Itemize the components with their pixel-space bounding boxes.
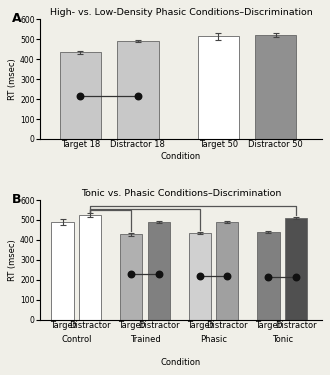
Point [156, 271, 161, 277]
Text: Control: Control [61, 335, 91, 344]
Bar [148, 222, 170, 320]
Text: Phasic: Phasic [200, 335, 227, 344]
Title: High- vs. Low-Density Phasic Conditions–Discrimination: High- vs. Low-Density Phasic Conditions–… [50, 8, 313, 17]
Bar [79, 215, 101, 320]
Point [225, 273, 230, 279]
Point [78, 93, 83, 99]
Bar [51, 222, 74, 320]
Text: Tonic: Tonic [272, 335, 293, 344]
Point [266, 274, 271, 280]
Text: Trained: Trained [130, 335, 160, 344]
Y-axis label: RT (msec): RT (msec) [8, 58, 17, 100]
X-axis label: Condition: Condition [161, 358, 201, 367]
Point [197, 273, 203, 279]
Bar [120, 234, 142, 320]
Bar [255, 35, 296, 139]
Point [135, 93, 141, 99]
Bar [189, 233, 211, 320]
Bar [60, 53, 101, 139]
Y-axis label: RT (msec): RT (msec) [8, 239, 17, 280]
Bar [216, 222, 239, 320]
Bar [257, 232, 280, 320]
Title: Tonic vs. Phasic Conditions–Discrimination: Tonic vs. Phasic Conditions–Discriminati… [81, 189, 281, 198]
Point [293, 274, 299, 280]
X-axis label: Condition: Condition [161, 152, 201, 161]
Point [129, 271, 134, 277]
Text: B: B [12, 193, 22, 206]
Bar [117, 41, 159, 139]
Bar [198, 36, 239, 139]
Text: A: A [12, 12, 22, 26]
Bar [285, 218, 307, 320]
